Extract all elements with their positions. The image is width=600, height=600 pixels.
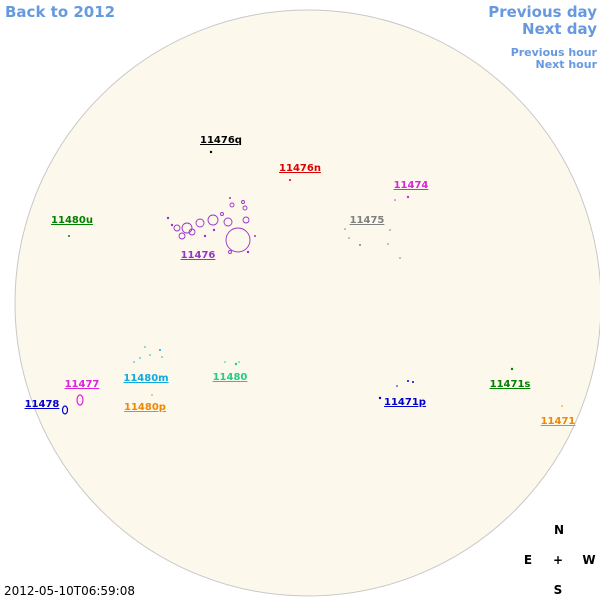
- sunspot: [181, 222, 193, 234]
- sunspot: [139, 357, 141, 359]
- sunspot: [149, 354, 151, 356]
- sunspot: [195, 218, 205, 228]
- region-label[interactable]: 11480: [213, 372, 248, 383]
- region-label[interactable]: 11477: [65, 379, 100, 390]
- sunspot: [396, 385, 398, 387]
- sunspot: [246, 250, 250, 254]
- sunspot: [406, 195, 410, 199]
- sunspot: [170, 223, 174, 227]
- sunspot: [220, 212, 224, 216]
- sunspot: [407, 380, 409, 382]
- region-label[interactable]: 11480p: [124, 402, 166, 413]
- sunspot: [238, 361, 240, 363]
- sunspot: [76, 394, 84, 406]
- sunspot: [188, 228, 196, 236]
- sunspot: [224, 361, 226, 363]
- sunspot: [510, 367, 514, 371]
- sunspot: [68, 235, 70, 237]
- sunspot: [61, 405, 69, 415]
- sunspot: [173, 224, 181, 232]
- previous-hour-link[interactable]: Previous hour: [511, 46, 598, 59]
- sunspot: [399, 257, 401, 259]
- sunspot: [412, 381, 414, 383]
- sunspot: [344, 228, 346, 230]
- sunspot: [254, 235, 256, 237]
- region-label[interactable]: 11471s: [490, 379, 531, 390]
- compass-east: E: [524, 553, 532, 567]
- compass-north: N: [554, 523, 564, 537]
- sunspot: [242, 216, 250, 224]
- sunspot: [151, 394, 153, 396]
- region-label[interactable]: 11476q: [200, 135, 242, 146]
- region-label[interactable]: 11480m: [123, 373, 168, 384]
- sunspot: [359, 244, 361, 246]
- sunspot: [234, 362, 238, 366]
- sunspot: [241, 200, 245, 204]
- sunspot: [289, 179, 291, 181]
- compass-south: S: [554, 583, 563, 597]
- sunspot: [561, 405, 563, 407]
- compass-center: +: [553, 553, 563, 567]
- sunspot: [225, 227, 251, 253]
- sunspot: [144, 346, 146, 348]
- sunspot: [229, 202, 235, 208]
- sunspot: [161, 356, 163, 358]
- compass-west: W: [582, 553, 595, 567]
- sunspot: [166, 216, 170, 220]
- region-label[interactable]: 11480u: [51, 215, 93, 226]
- sunspot: [159, 349, 161, 351]
- sunspot: [394, 199, 396, 201]
- sunspot: [378, 396, 382, 400]
- timestamp: 2012-05-10T06:59:08: [4, 584, 135, 598]
- sunspot: [242, 205, 248, 211]
- solar-disk: [14, 9, 600, 597]
- back-link[interactable]: Back to 2012: [5, 3, 115, 21]
- region-label[interactable]: 11471p: [384, 397, 426, 408]
- sunspot: [133, 361, 135, 363]
- sunspot: [209, 150, 213, 154]
- region-label[interactable]: 11476n: [279, 163, 321, 174]
- sunspot: [389, 229, 391, 231]
- region-label[interactable]: 11478: [25, 399, 60, 410]
- next-hour-link[interactable]: Next hour: [536, 58, 598, 71]
- sunspot: [212, 228, 216, 232]
- previous-day-link[interactable]: Previous day: [488, 3, 597, 21]
- sunspot: [229, 197, 231, 199]
- sunspot: [178, 232, 186, 240]
- sunspot: [348, 237, 350, 239]
- region-label[interactable]: 11475: [350, 215, 385, 226]
- sunspot: [228, 250, 232, 254]
- next-day-link[interactable]: Next day: [522, 20, 597, 38]
- region-label[interactable]: 11474: [394, 180, 429, 191]
- sunspot: [203, 234, 207, 238]
- sunspot: [223, 217, 233, 227]
- sunspot: [207, 214, 219, 226]
- region-label[interactable]: 11476: [181, 250, 216, 261]
- region-label[interactable]: 11471: [541, 416, 576, 427]
- sunspot: [387, 243, 389, 245]
